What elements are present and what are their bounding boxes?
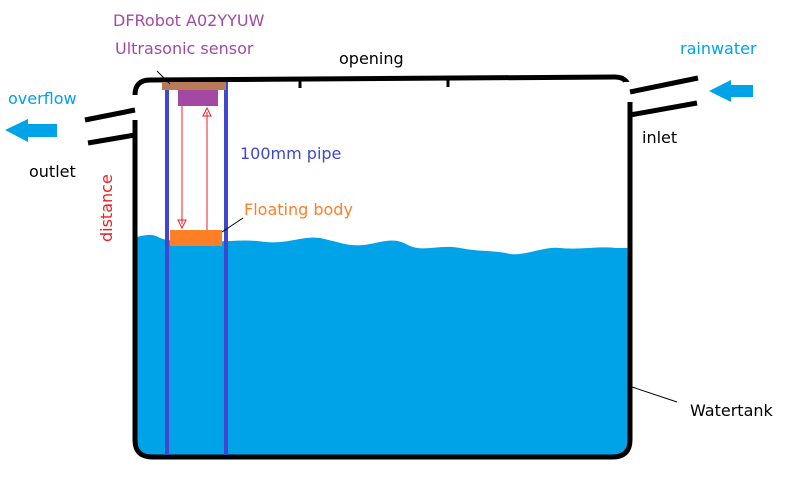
inlet-pipe-top bbox=[629, 75, 699, 95]
inlet-pipe-bottom bbox=[629, 100, 698, 118]
outlet-pipe-top bbox=[84, 107, 136, 123]
watertank-label: Watertank bbox=[690, 401, 774, 420]
sensor-type-label: Ultrasonic sensor bbox=[115, 39, 254, 58]
distance-label: distance bbox=[97, 174, 116, 242]
sensor-mount bbox=[162, 82, 226, 90]
sensor-leader-line bbox=[156, 70, 171, 85]
ultrasonic-sensor bbox=[178, 90, 218, 106]
outlet-pipe-bottom bbox=[87, 132, 136, 146]
floating-body bbox=[170, 230, 222, 246]
signal-up-arrowhead bbox=[202, 106, 212, 117]
opening-label: opening bbox=[339, 49, 404, 68]
overflow-label: overflow bbox=[8, 89, 77, 108]
overflow-arrow-icon bbox=[5, 119, 57, 142]
inlet-label: inlet bbox=[642, 128, 677, 147]
tank-outline bbox=[132, 74, 633, 460]
pipe-label: 100mm pipe bbox=[240, 144, 341, 163]
rainwater-label: rainwater bbox=[680, 39, 757, 58]
floating-body-label: Floating body bbox=[244, 200, 353, 219]
watertank-leader-line bbox=[631, 386, 678, 403]
rainwater-arrow-icon bbox=[709, 80, 753, 102]
water bbox=[135, 234, 630, 457]
outlet-label: outlet bbox=[29, 162, 76, 181]
sensor-model-label: DFRobot A02YYUW bbox=[113, 11, 265, 30]
signal-down-arrowhead bbox=[177, 219, 187, 230]
float-leader-line bbox=[221, 217, 244, 233]
